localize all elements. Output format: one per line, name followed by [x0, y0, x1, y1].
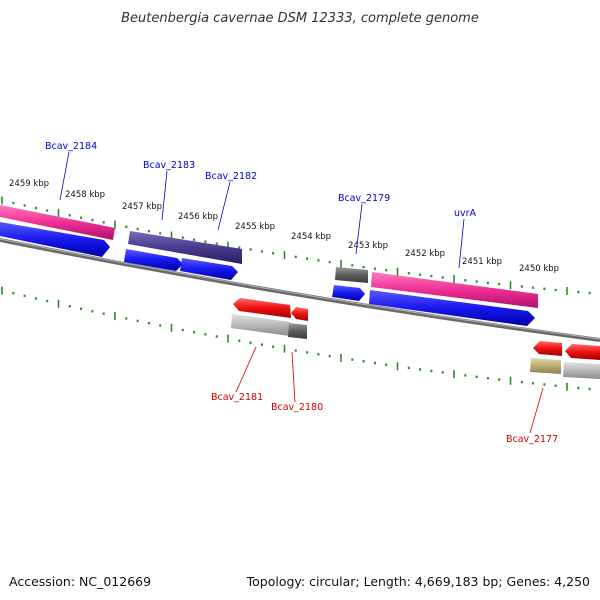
ruler-labels: 2459 kbp 2458 kbp 2457 kbp 2456 kbp 2455… — [9, 179, 559, 274]
label-leader — [291, 351, 296, 403]
ruler-label: 2454 kbp — [291, 232, 331, 242]
gene-feature-purple — [128, 231, 242, 264]
gene-feature-red — [291, 307, 308, 321]
gene-feature-pink — [0, 205, 115, 240]
gene-feature-blue — [369, 290, 535, 326]
ruler-label: 2453 kbp — [348, 241, 388, 251]
label-leader — [235, 346, 257, 393]
ruler-label: 2459 kbp — [9, 179, 49, 189]
reverse-tick-row — [1, 286, 591, 391]
gene-feature-red — [233, 298, 291, 318]
ruler-label: 2455 kbp — [235, 222, 275, 232]
genome-backbone-highlight — [0, 238, 600, 340]
gene-feature-blue — [332, 285, 365, 301]
map-title: Beutenbergia cavernae DSM 12333, complet… — [121, 11, 479, 26]
ruler-label: 2456 kbp — [178, 212, 218, 222]
gene-feature-grey — [231, 314, 290, 336]
gene-feature-blue — [124, 249, 183, 271]
label-leader — [161, 170, 168, 221]
gene-label[interactable]: Bcav_2183 — [143, 160, 195, 171]
gene-feature-grey — [288, 323, 307, 339]
gene-feature-red — [533, 341, 562, 356]
gene-label[interactable]: Bcav_2184 — [45, 141, 97, 152]
label-leader — [529, 387, 544, 434]
gene-label[interactable]: Bcav_2177 — [506, 434, 558, 445]
gene-feature-blue — [0, 222, 110, 257]
gene-feature-red — [565, 344, 600, 360]
topology-summary: Topology: circular; Length: 4,669,183 bp… — [246, 574, 590, 589]
ruler-label: 2451 kbp — [462, 257, 502, 267]
ruler-label: 2458 kbp — [65, 190, 105, 200]
ruler-label: 2457 kbp — [122, 202, 162, 212]
ruler-label: 2452 kbp — [405, 249, 445, 259]
label-leader — [458, 218, 465, 269]
reverse-strand-features — [231, 298, 600, 379]
accession-text: Accession: NC_012669 — [9, 574, 151, 589]
gene-feature-blue — [180, 258, 238, 280]
gene-feature-olive — [530, 358, 561, 374]
gene-label[interactable]: Bcav_2181 — [211, 392, 263, 403]
label-leader — [355, 203, 363, 255]
reverse-gene-labels: Bcav_2181 Bcav_2180 Bcav_2177 — [211, 346, 558, 445]
ruler-label: 2450 kbp — [519, 264, 559, 274]
gene-label[interactable]: Bcav_2179 — [338, 193, 390, 204]
gene-label[interactable]: Bcav_2180 — [271, 402, 323, 413]
gene-feature-grey — [563, 362, 600, 379]
gene-feature-pink — [371, 272, 538, 308]
gene-label[interactable]: uvrA — [454, 208, 477, 219]
gene-label[interactable]: Bcav_2182 — [205, 171, 257, 182]
label-leader — [59, 151, 70, 201]
forward-gene-labels: Bcav_2184 Bcav_2183 Bcav_2182 Bcav_2179 … — [45, 141, 477, 269]
genome-backbone — [0, 238, 600, 342]
label-leader — [217, 181, 231, 231]
forward-strand-features — [0, 205, 538, 326]
gene-feature-grey — [335, 267, 368, 283]
